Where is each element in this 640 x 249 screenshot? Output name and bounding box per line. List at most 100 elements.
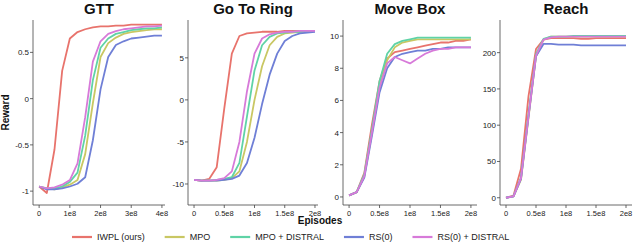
x-tick: [100, 205, 101, 208]
x-tick-label: 0: [504, 209, 508, 218]
chart-title: GTT: [84, 0, 114, 17]
y-tick-label: 0: [180, 96, 185, 105]
y-tick-label: -0.5: [15, 141, 29, 150]
x-tick-label: 1.5e8: [587, 209, 606, 218]
y-tick: [30, 191, 33, 192]
y-tick: [497, 197, 500, 198]
x-tick: [69, 205, 70, 208]
x-tick-label: 3e8: [125, 209, 138, 218]
x-tick-label: 2e8: [620, 209, 633, 218]
series-line: [39, 29, 162, 189]
series-line: [39, 27, 162, 188]
x-tick-label: 1.5e8: [275, 209, 294, 218]
series-line: [194, 31, 315, 181]
legend-label: IWPL (ours): [97, 232, 145, 242]
x-tick-label: 2e8: [465, 209, 478, 218]
panel: Reach05010015020000.5e81e81.5e82e8: [483, 0, 633, 218]
series-line: [506, 37, 626, 198]
x-axis-label: Episodes: [298, 215, 343, 226]
x-tick-label: 0: [37, 209, 41, 218]
series-line: [39, 36, 162, 190]
legend-swatch: [344, 236, 364, 238]
series-line: [194, 31, 315, 181]
panel: Go To Ring-10-50500.5e81e81.5e82e8Episod…: [172, 0, 342, 226]
series-line: [194, 31, 315, 181]
y-tick: [340, 164, 343, 165]
legend-label: RS(0) + DISTRAL: [437, 232, 509, 242]
legend-swatch: [165, 236, 185, 238]
x-tick: [440, 205, 441, 208]
y-tick-label: 0: [492, 194, 497, 203]
y-tick: [497, 52, 500, 53]
legend-swatch: [72, 236, 92, 238]
y-tick: [497, 161, 500, 162]
y-tick-label: 0: [335, 193, 340, 202]
x-tick: [194, 205, 195, 208]
x-tick: [596, 205, 597, 208]
x-tick: [131, 205, 132, 208]
y-tick: [185, 183, 188, 184]
y-tick-label: 2: [335, 161, 340, 170]
x-tick: [39, 205, 40, 208]
y-axis: [500, 20, 501, 205]
legend-label: RS(0): [369, 232, 393, 242]
x-tick: [224, 205, 225, 208]
y-tick-label: 6: [335, 96, 340, 105]
x-tick: [379, 205, 380, 208]
chart-title: Reach: [543, 0, 588, 17]
legend-swatch: [230, 236, 250, 238]
y-tick: [30, 144, 33, 145]
y-axis-label: Reward: [0, 94, 11, 130]
y-tick-label: 0.5: [18, 48, 30, 57]
y-tick-label: 4: [335, 129, 340, 138]
x-tick-label: 2e8: [94, 209, 107, 218]
x-tick-label: 1e8: [248, 209, 261, 218]
lines: [349, 38, 471, 196]
x-tick: [314, 205, 315, 208]
y-tick: [497, 125, 500, 126]
legend: IWPL (ours)MPOMPO + DISTRALRS(0)RS(0) + …: [72, 232, 509, 242]
series-line: [349, 39, 471, 195]
figure: GTT-1-0.500.501e82e83e84e8RewardGo To Ri…: [0, 0, 640, 249]
y-axis: [343, 20, 344, 205]
y-tick-label: 100: [483, 121, 497, 130]
series-line: [506, 38, 626, 198]
x-tick: [506, 205, 507, 208]
series-line: [194, 32, 315, 181]
series-line: [349, 47, 471, 195]
x-tick-label: 0: [347, 209, 351, 218]
panel: GTT-1-0.500.501e82e83e84e8Reward: [0, 0, 168, 218]
series-line: [194, 31, 315, 181]
y-tick: [340, 196, 343, 197]
y-tick-label: 200: [483, 49, 497, 58]
panel: Move Box024681000.5e81e81.5e82e8: [330, 0, 477, 218]
x-tick: [470, 205, 471, 208]
y-tick-label: 50: [487, 157, 496, 166]
lines: [194, 31, 315, 181]
chart-title: Move Box: [375, 0, 447, 17]
y-tick-label: -10: [172, 180, 184, 189]
y-tick-label: 150: [483, 85, 497, 94]
y-tick: [30, 98, 33, 99]
x-tick: [626, 205, 627, 208]
y-tick: [340, 100, 343, 101]
x-tick: [536, 205, 537, 208]
lines: [39, 25, 162, 193]
y-tick-label: 5: [180, 54, 185, 63]
y-tick-label: 0: [25, 95, 30, 104]
series-line: [506, 37, 626, 198]
series-line: [39, 26, 162, 189]
legend-swatch: [412, 236, 432, 238]
x-tick-label: 0.5e8: [370, 209, 389, 218]
x-tick-label: 0.5e8: [527, 209, 546, 218]
y-tick: [185, 99, 188, 100]
y-axis: [33, 20, 34, 205]
x-tick-label: 1.5e8: [431, 209, 450, 218]
legend-label: MPO + DISTRAL: [255, 232, 324, 242]
series-line: [39, 25, 162, 193]
series-line: [349, 47, 471, 195]
x-tick-label: 1e8: [404, 209, 417, 218]
x-tick: [410, 205, 411, 208]
x-tick: [349, 205, 350, 208]
x-tick: [254, 205, 255, 208]
